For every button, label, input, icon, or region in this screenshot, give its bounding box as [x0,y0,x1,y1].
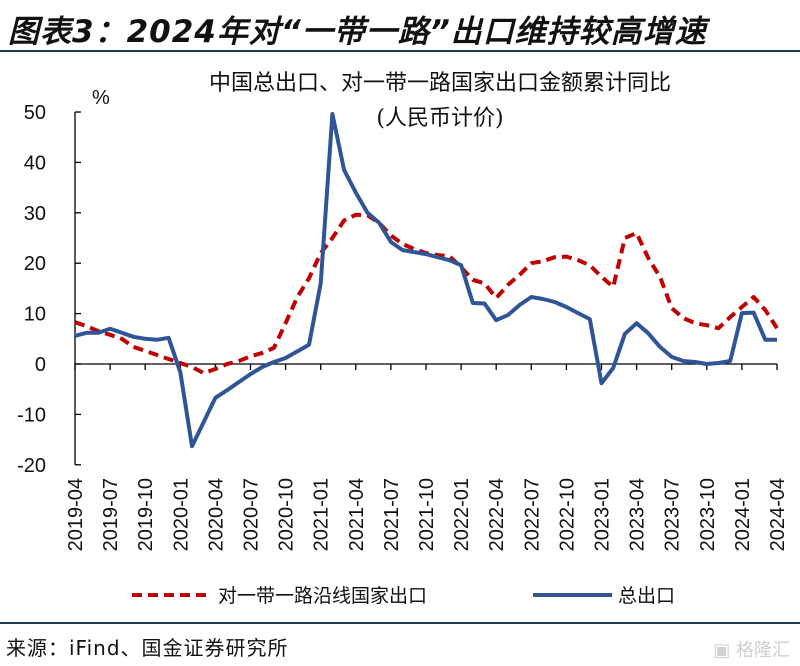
x-tick-label: 2024-01 [732,478,754,551]
bottom-divider [0,622,800,624]
top-divider [0,50,800,52]
x-tick-label: 2019-07 [100,478,122,551]
source-note: 来源：iFind、国金证券研究所 [6,636,289,660]
x-tick-label: 2023-10 [697,478,719,551]
y-tick-label: 50 [24,102,46,124]
x-tick-label: 2020-01 [170,478,192,551]
x-tick-label: 2021-07 [381,478,403,551]
x-tick-label: 2019-04 [65,478,87,551]
legend-label-total: 总出口 [618,585,675,607]
y-tick-label: 40 [24,152,46,174]
chart-subtitle: (人民币计价) [376,106,503,131]
x-tick-label: 2022-10 [556,478,578,551]
y-tick-label: 10 [24,304,46,326]
x-tick-label: 2020-10 [276,478,298,551]
x-tick-label: 2023-07 [662,478,684,551]
x-tick-label: 2020-07 [241,478,263,551]
y-axis-unit: % [92,87,110,109]
x-tick-label: 2021-01 [311,478,333,551]
x-tick-label: 2021-10 [416,478,438,551]
x-tick-label: 2020-04 [205,478,227,551]
line-chart: 中国总出口、对一带一路国家出口金额累计同比 (人民币计价) % 50 40 30 20… [17,71,789,607]
x-tick-label: 2024-04 [767,478,789,551]
x-tick-label: 2023-04 [627,478,649,551]
y-tick-label: -20 [17,455,46,477]
series-line-total-exports [74,112,777,449]
figure-title: 图表3：2024年对“一带一路”出口维持较高增速 [8,14,707,50]
y-tick-label: 20 [24,253,46,275]
x-tick-label: 2022-04 [486,478,508,551]
y-tick-label: -10 [17,404,46,426]
x-tick-label: 2021-04 [346,478,368,551]
series-line-belt-road-exports [74,212,779,376]
legend: 对一带一路沿线国家出口 总出口 [132,585,675,607]
x-tick-label: 2019-10 [135,478,157,551]
y-tick-label: 30 [24,203,46,225]
chart-title: 中国总出口、对一带一路国家出口金额累计同比 [209,71,671,96]
watermark-logo: ▣ 格隆汇 [713,640,790,661]
legend-label-belt-road: 对一带一路沿线国家出口 [218,585,427,607]
x-tick-label: 2023-01 [592,478,614,551]
x-tick-label: 2022-07 [521,478,543,551]
y-tick-label: 0 [35,354,46,376]
x-tick-label: 2022-01 [451,478,473,551]
